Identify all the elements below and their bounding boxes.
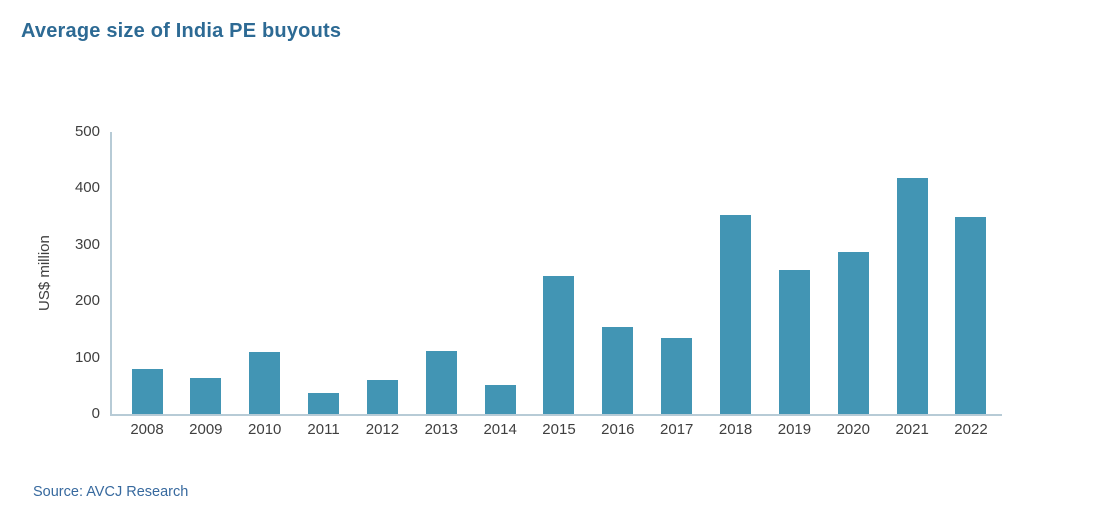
bar-2009 xyxy=(190,378,222,414)
x-tick-label-2022: 2022 xyxy=(954,421,988,438)
y-axis-ticks: 0 100 200 300 400 500 xyxy=(55,123,100,422)
y-tick-label-500: 500 xyxy=(74,123,100,140)
x-tick-label-2018: 2018 xyxy=(718,421,753,438)
x-tick-label-2009: 2009 xyxy=(189,421,223,438)
bar-2012 xyxy=(366,380,398,414)
y-tick-label-200: 200 xyxy=(74,292,100,310)
x-tick-label-2017: 2017 xyxy=(660,421,694,438)
x-tick-label-2012: 2012 xyxy=(365,421,400,438)
x-tick-label-2016: 2016 xyxy=(601,421,635,438)
x-tick-label-2013: 2013 xyxy=(424,421,458,438)
y-tick-label-100: 100 xyxy=(74,348,100,366)
bar-2008 xyxy=(131,368,163,414)
x-tick-label-2008: 2008 xyxy=(130,421,164,438)
bar-2011 xyxy=(308,392,340,414)
bar-2020 xyxy=(837,251,869,414)
x-tick-label-2014: 2014 xyxy=(483,421,517,438)
bar-2018 xyxy=(720,214,752,414)
bar-2015 xyxy=(543,275,575,414)
y-axis-title: US$ million xyxy=(36,235,53,311)
bar-2010 xyxy=(249,351,281,414)
x-tick-label-2015: 2015 xyxy=(542,421,576,438)
bar-2016 xyxy=(602,327,634,414)
source-note: Source: AVCJ Research xyxy=(33,484,189,500)
bar-2022 xyxy=(955,216,987,414)
x-tick-label-2021: 2021 xyxy=(895,421,929,438)
x-tick-label-2010: 2010 xyxy=(248,421,282,438)
y-tick-label-300: 300 xyxy=(74,235,100,253)
bar-2013 xyxy=(425,350,457,414)
bar-2014 xyxy=(484,384,516,414)
plot-area xyxy=(110,132,1002,416)
chart-title: Average size of India PE buyouts xyxy=(21,20,342,42)
y-tick-label-400: 400 xyxy=(74,179,100,197)
x-axis-ticks: 2008 2009 2010 2011 2012 2013 2014 2015 2016 2017… xyxy=(112,421,1002,441)
x-tick-label-2011: 2011 xyxy=(307,421,340,438)
y-tick-label-0: 0 xyxy=(91,405,100,422)
bar-2021 xyxy=(896,178,928,414)
x-tick-label-2020: 2020 xyxy=(836,421,870,438)
x-tick-label-2019: 2019 xyxy=(777,421,812,438)
bar-2019 xyxy=(778,270,810,414)
bar-2017 xyxy=(661,337,693,414)
